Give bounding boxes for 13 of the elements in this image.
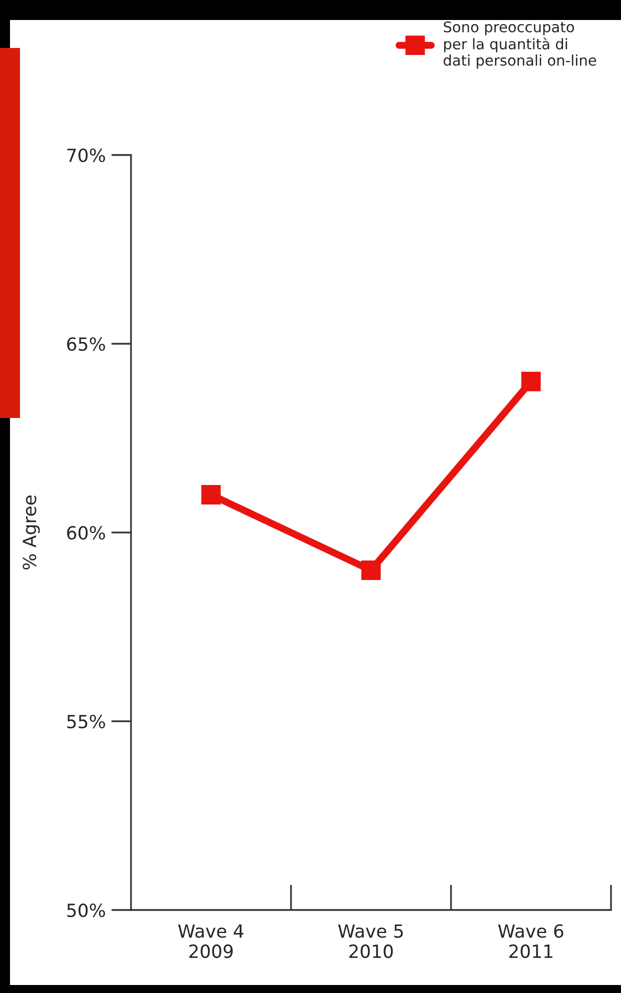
point [521, 372, 541, 392]
y-tick-label: 65% [67, 337, 106, 351]
y-axis-title: % Agree [22, 495, 40, 570]
point [361, 560, 381, 580]
y-tick-label: 55% [67, 714, 106, 728]
y-tick-label: 60% [67, 526, 106, 540]
legend-label: Sono preoccupato per la quantità di dati personali on-line [444, 21, 596, 69]
x-tick-label: Wave 5 2010 [338, 924, 403, 958]
x-tick-label: Wave 6 2011 [498, 924, 564, 958]
y-tick-label: 70% [67, 148, 106, 162]
y-tick-label: 50% [67, 903, 106, 918]
point [201, 485, 221, 504]
x-tick-label: Wave 4 2009 [178, 924, 244, 958]
